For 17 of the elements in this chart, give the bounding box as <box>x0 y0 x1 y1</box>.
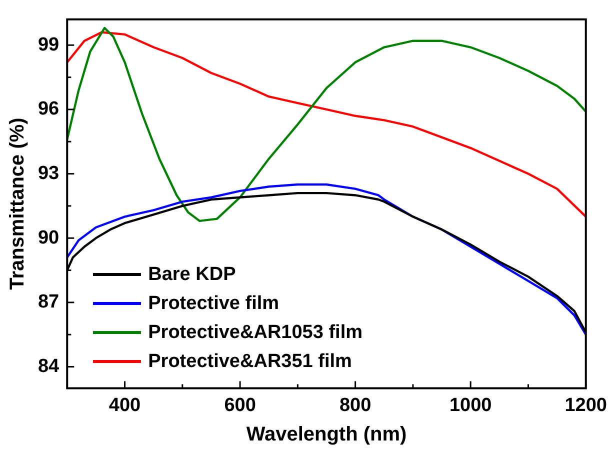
x-tick-label: 1000 <box>449 394 492 416</box>
x-tick-label: 1200 <box>564 394 608 416</box>
legend-label: Protective&AR1053 film <box>148 321 362 346</box>
x-tick-label: 800 <box>339 394 372 416</box>
y-tick-label: 90 <box>38 227 60 248</box>
y-tick-label: 84 <box>38 356 60 377</box>
x-tick-label: 600 <box>224 394 256 416</box>
y-tick-label: 87 <box>38 292 60 313</box>
y-tick-label: 99 <box>38 34 60 56</box>
y-tick-label: 93 <box>38 163 60 184</box>
y-tick-label: 96 <box>38 98 60 120</box>
y-axis-title: Transmittance (%) <box>6 118 29 290</box>
legend-label: Bare KDP <box>148 263 236 288</box>
legend-label: Protective&AR351 film <box>148 350 352 374</box>
x-tick-label: 400 <box>108 394 141 416</box>
x-axis-title: Wavelength (nm) <box>246 424 407 446</box>
legend-label: Protective film <box>148 292 280 316</box>
